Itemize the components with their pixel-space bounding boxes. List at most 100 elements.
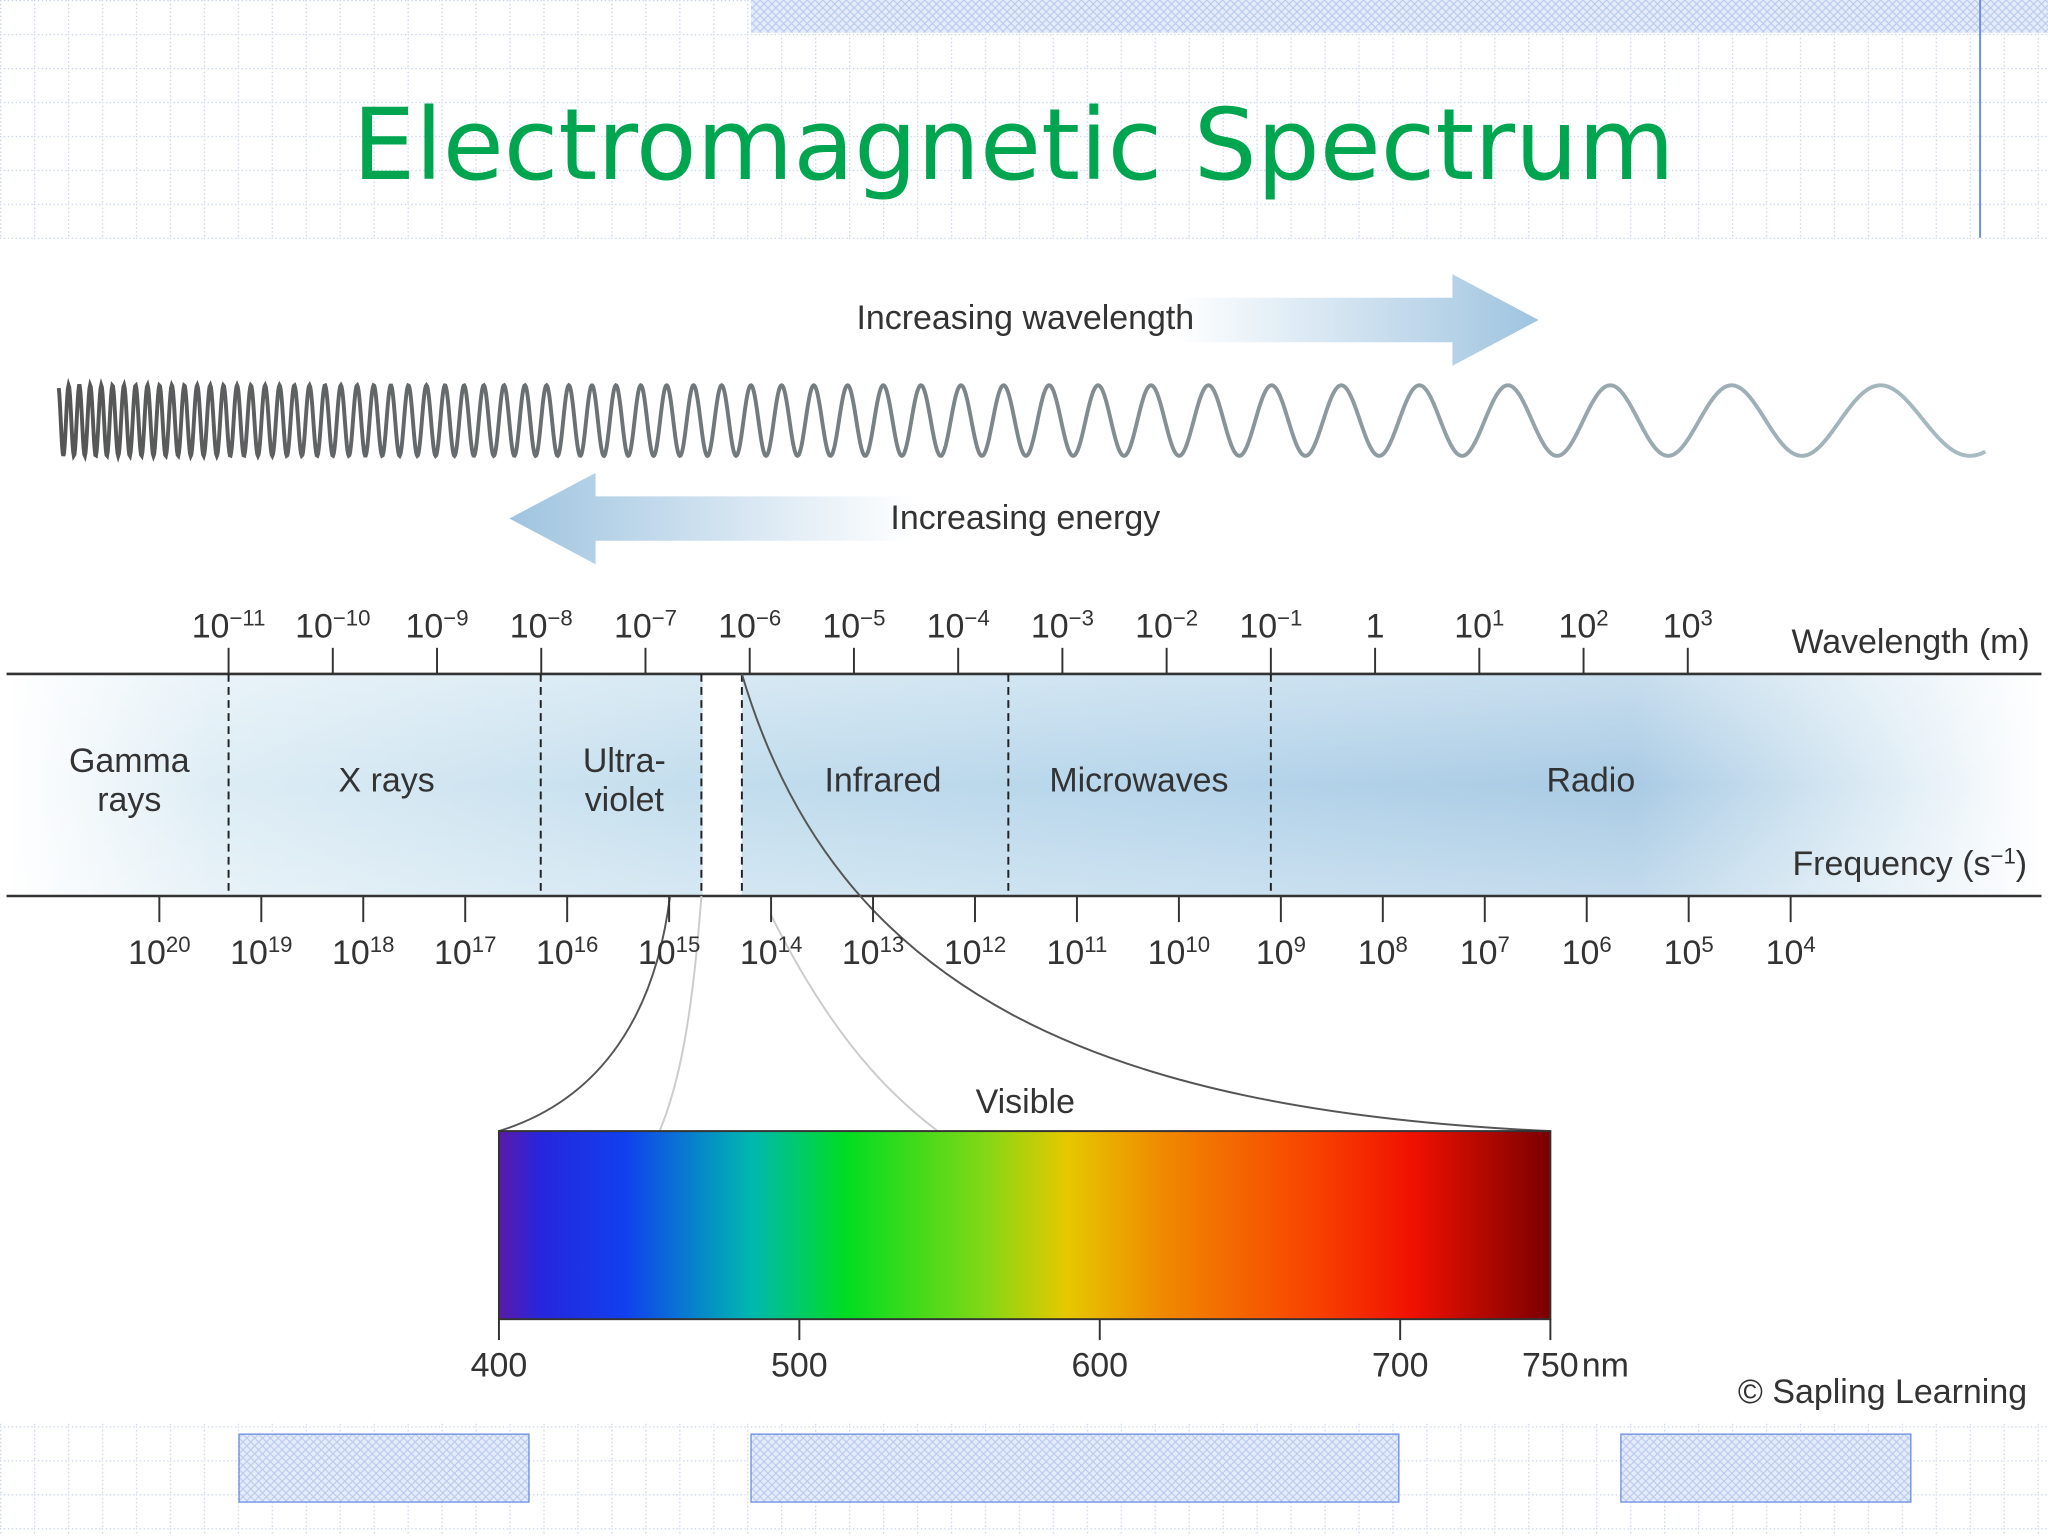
tick-exp: 16 — [574, 932, 599, 957]
tick-exp: 15 — [676, 932, 701, 957]
box — [1620, 1433, 1912, 1503]
visible-tick-label: 400 — [471, 1347, 528, 1385]
tick-exp: 3 — [1700, 606, 1712, 631]
tick-base: 10 — [332, 934, 370, 972]
tick-exp: −1 — [1277, 606, 1302, 631]
tick-base: 1 — [1366, 607, 1385, 645]
tick-label: 1010 — [1148, 932, 1210, 972]
tick-base: 10 — [614, 607, 652, 645]
tick-label: 10−7 — [614, 606, 677, 646]
tick-base: 10 — [1664, 934, 1702, 972]
tick-label: 107 — [1460, 932, 1510, 972]
tick-base: 10 — [510, 607, 548, 645]
visible-tick-label: 600 — [1071, 1347, 1128, 1385]
visible-unit: nm — [1582, 1347, 1629, 1385]
tick-exp: 13 — [880, 932, 905, 957]
wavelength-axis-label: Wavelength (m) — [1791, 623, 2029, 661]
tick-label: 1020 — [128, 932, 190, 972]
frequency-axis-label: Frequency (s−1) — [1792, 843, 2027, 883]
tick-exp: −4 — [964, 606, 989, 631]
tick-exp: −10 — [333, 606, 371, 631]
credit: © Sapling Learning — [1738, 1373, 2027, 1411]
tick-base: 10 — [927, 607, 965, 645]
tick-exp: −3 — [1069, 606, 1094, 631]
tick-label: 10−6 — [718, 606, 781, 646]
tick-base: 10 — [740, 934, 778, 972]
region-label: violet — [585, 781, 665, 819]
label-close: ) — [2016, 845, 2027, 883]
tick-base: 10 — [1358, 934, 1396, 972]
tick-base: 10 — [1454, 607, 1492, 645]
tick-base: 10 — [536, 934, 574, 972]
tick-exp: −8 — [547, 606, 572, 631]
tick-base: 10 — [1031, 607, 1069, 645]
tick-exp: 12 — [982, 932, 1007, 957]
tick-label: 1013 — [842, 932, 904, 972]
tick-label: 10−10 — [295, 606, 370, 646]
tick-base: 10 — [1562, 934, 1600, 972]
tick-label: 1019 — [230, 932, 292, 972]
title: Electromagnetic Spectrum — [352, 88, 1674, 203]
region-label: Ultra- — [583, 742, 666, 780]
tick-base: 10 — [718, 607, 756, 645]
box — [750, 1433, 1400, 1503]
region-label: Infrared — [824, 762, 941, 800]
tick-label: 10−5 — [822, 606, 885, 646]
tick-base: 10 — [1239, 607, 1277, 645]
tick-base: 10 — [1047, 934, 1085, 972]
label-exp: −1 — [1990, 843, 2015, 868]
tick-exp: 19 — [268, 932, 293, 957]
grid-top — [0, 0, 2048, 240]
region-label: Gamma — [69, 742, 190, 780]
visible-tick-label: 500 — [771, 1347, 828, 1385]
tick-base: 10 — [1256, 934, 1294, 972]
tick-base: 10 — [944, 934, 982, 972]
visible-tick-label: 700 — [1372, 1347, 1429, 1385]
tick-base: 10 — [295, 607, 333, 645]
tick-exp: 5 — [1701, 932, 1713, 957]
tick-base: 10 — [192, 607, 230, 645]
tick-exp: −2 — [1173, 606, 1198, 631]
tick-exp: 18 — [370, 932, 395, 957]
tick-label: 108 — [1358, 932, 1408, 972]
tick-base: 10 — [406, 607, 444, 645]
tick-label: 1012 — [944, 932, 1006, 972]
connector — [740, 673, 1551, 1133]
tick-exp: 17 — [472, 932, 497, 957]
tick-base: 10 — [842, 934, 880, 972]
visible-bar — [497, 1130, 1552, 1321]
wave — [56, 377, 1987, 463]
tick-exp: 20 — [166, 932, 191, 957]
tick-label: 1014 — [740, 932, 802, 972]
box — [238, 1433, 530, 1503]
tick-exp: 14 — [778, 932, 803, 957]
tick-label: 1017 — [434, 932, 496, 972]
tick-label: 10−3 — [1031, 606, 1094, 646]
tick-exp: 8 — [1396, 932, 1408, 957]
wavelength-arrow-label: Increasing wavelength — [856, 299, 1194, 337]
region-label: rays — [97, 781, 161, 819]
tick-label: 109 — [1256, 932, 1306, 972]
visible-gap — [702, 675, 742, 895]
energy-arrow-label: Increasing energy — [890, 499, 1160, 537]
tick-label: 1018 — [332, 932, 394, 972]
tick-exp: 2 — [1596, 606, 1608, 631]
tick-label: 10−4 — [927, 606, 990, 646]
tick-label: 1016 — [536, 932, 598, 972]
tick-label: 102 — [1558, 606, 1608, 646]
tick-label: 1011 — [1047, 932, 1108, 972]
tick-exp: 1 — [1492, 606, 1504, 631]
tick-exp: 6 — [1599, 932, 1611, 957]
tick-base: 10 — [1663, 607, 1701, 645]
tick-exp: −7 — [652, 606, 677, 631]
tick-label: 101 — [1454, 606, 1504, 646]
top-band — [751, 0, 2048, 33]
connector — [769, 913, 939, 1132]
tick-exp: 9 — [1294, 932, 1306, 957]
tick-label: 103 — [1663, 606, 1713, 646]
tick-label: 10−2 — [1135, 606, 1198, 646]
tick-base: 10 — [822, 607, 860, 645]
tick-base: 10 — [1558, 607, 1596, 645]
